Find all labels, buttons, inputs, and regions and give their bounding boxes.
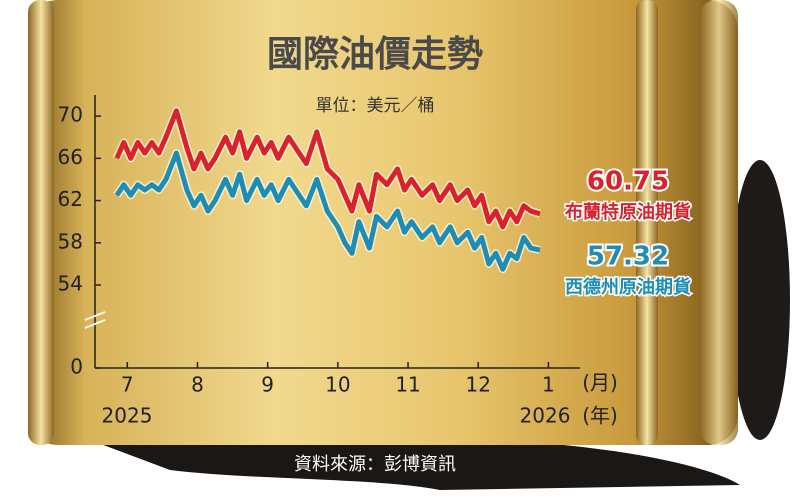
x-tick-label: 9 (261, 373, 274, 397)
chart-title: 國際油價走勢 (267, 34, 483, 75)
series-line (114, 108, 541, 230)
x-tick-label: 10 (325, 373, 350, 397)
axis-break (84, 311, 106, 321)
y-tick-label: 54 (58, 272, 83, 296)
y-tick-label: 58 (58, 229, 83, 253)
x-tick-label: 11 (395, 373, 420, 397)
last-value-label: 60.75 (587, 167, 669, 197)
source-note: 資料來源：彭博資訊 (294, 454, 456, 475)
y-tick-label: 66 (58, 145, 83, 169)
x-tick-label: 7 (121, 373, 134, 397)
legend-label: 西德州原油期貨 (565, 276, 691, 298)
year-label: 2026 (520, 404, 571, 428)
chart-subtitle: 單位：美元／桶 (316, 96, 435, 116)
x-unit: (月) (582, 371, 618, 395)
y-tick-label: 62 (58, 187, 83, 211)
year-label: 2025 (102, 404, 153, 428)
x-tick-label: 12 (466, 373, 491, 397)
axis-break (84, 319, 106, 329)
year-unit: (年) (582, 404, 618, 428)
legend-label: 布蘭特原油期貨 (565, 201, 691, 223)
x-tick-label: 1 (542, 373, 555, 397)
y-tick-label: 70 (58, 103, 83, 127)
last-value-label: 57.32 (587, 242, 669, 272)
series-line (114, 150, 541, 272)
x-tick-label: 8 (191, 373, 204, 397)
y-tick-label: 0 (70, 355, 83, 379)
